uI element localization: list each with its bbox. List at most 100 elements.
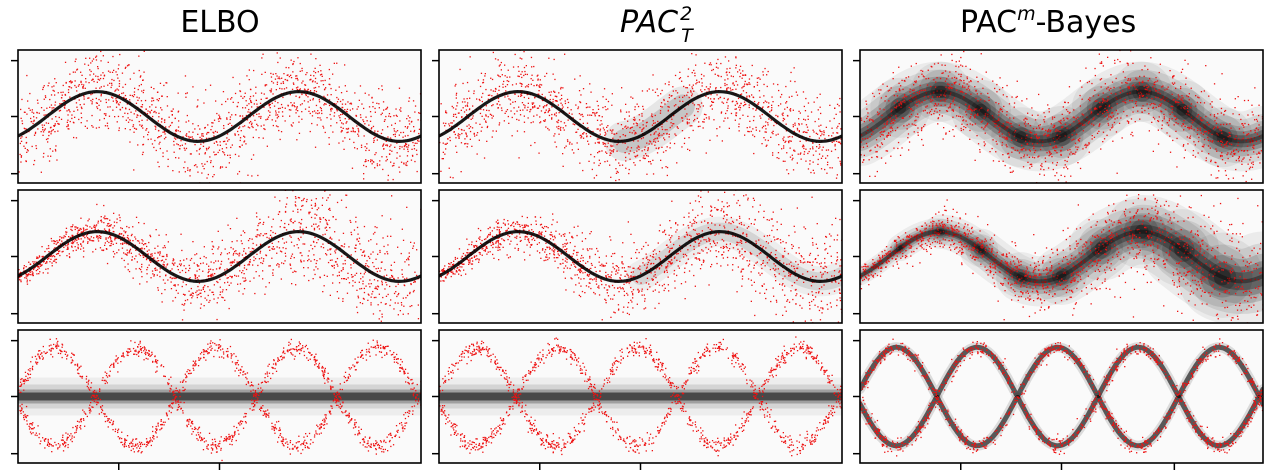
observation-point bbox=[1110, 87, 1112, 90]
observation-point bbox=[402, 131, 405, 134]
observation-point bbox=[529, 111, 531, 113]
observation-point bbox=[259, 102, 262, 104]
observation-point bbox=[1243, 132, 1245, 134]
observation-point bbox=[1055, 164, 1058, 166]
observation-point bbox=[142, 143, 145, 146]
observation-point bbox=[1226, 140, 1228, 142]
observation-point bbox=[519, 114, 522, 116]
observation-point bbox=[1159, 93, 1161, 95]
observation-point bbox=[134, 236, 136, 238]
observation-point bbox=[463, 129, 465, 132]
observation-point bbox=[99, 109, 101, 111]
observation-point bbox=[80, 71, 82, 73]
observation-point bbox=[411, 120, 413, 123]
observation-point bbox=[753, 100, 756, 103]
observation-point bbox=[910, 65, 912, 67]
observation-point bbox=[530, 83, 532, 85]
observation-point bbox=[1134, 121, 1136, 123]
observation-point bbox=[975, 90, 977, 92]
observation-point bbox=[497, 74, 499, 76]
observation-point bbox=[227, 154, 229, 156]
observation-point bbox=[1002, 136, 1004, 138]
observation-point bbox=[164, 289, 166, 291]
observation-point bbox=[30, 117, 32, 120]
observation-point bbox=[1015, 96, 1017, 99]
observation-point bbox=[208, 131, 210, 134]
observation-point bbox=[886, 120, 889, 123]
observation-point bbox=[77, 85, 80, 87]
observation-point bbox=[753, 115, 755, 118]
observation-point bbox=[124, 266, 126, 268]
observation-point bbox=[385, 108, 387, 110]
observation-point bbox=[1221, 159, 1224, 161]
observation-point bbox=[129, 129, 131, 131]
observation-point bbox=[117, 115, 120, 118]
observation-point bbox=[558, 92, 560, 94]
observation-point bbox=[1074, 153, 1076, 155]
observation-point bbox=[312, 97, 314, 100]
observation-point bbox=[958, 73, 960, 75]
observation-point bbox=[389, 153, 391, 155]
observation-point bbox=[296, 106, 298, 108]
observation-point bbox=[68, 253, 70, 255]
observation-point bbox=[1093, 136, 1096, 138]
observation-point bbox=[496, 103, 498, 105]
observation-point bbox=[735, 80, 737, 83]
observation-point bbox=[724, 79, 726, 81]
observation-point bbox=[1009, 117, 1011, 119]
observation-point bbox=[1210, 159, 1212, 161]
observation-point bbox=[1250, 162, 1253, 164]
observation-point bbox=[560, 86, 562, 89]
observation-point bbox=[1203, 102, 1206, 104]
observation-point bbox=[607, 100, 610, 103]
observation-point bbox=[277, 102, 279, 104]
observation-point bbox=[552, 101, 554, 103]
observation-point bbox=[83, 228, 85, 230]
observation-point bbox=[1038, 127, 1041, 129]
observation-point bbox=[812, 142, 814, 144]
observation-point bbox=[1034, 119, 1037, 121]
observation-point bbox=[153, 257, 155, 259]
observation-point bbox=[1081, 113, 1083, 115]
observation-point bbox=[1158, 71, 1160, 74]
observation-point bbox=[1141, 24, 1142, 25]
observation-point bbox=[564, 147, 566, 149]
observation-point bbox=[890, 155, 892, 157]
observation-point bbox=[55, 82, 57, 84]
observation-point bbox=[687, 148, 689, 150]
observation-point bbox=[309, 112, 311, 115]
observation-point bbox=[934, 102, 936, 105]
observation-point bbox=[142, 151, 144, 153]
observation-point bbox=[695, 54, 697, 56]
observation-point bbox=[156, 44, 157, 45]
observation-point bbox=[304, 89, 306, 91]
observation-point bbox=[755, 126, 757, 129]
observation-point bbox=[687, 91, 689, 94]
observation-point bbox=[365, 116, 367, 118]
observation-point bbox=[473, 132, 475, 135]
observation-point bbox=[894, 106, 896, 109]
observation-point bbox=[371, 96, 373, 99]
observation-point bbox=[965, 93, 967, 95]
observation-point bbox=[413, 126, 415, 128]
observation-point bbox=[1096, 100, 1098, 102]
observation-point bbox=[290, 267, 292, 270]
observation-point bbox=[570, 109, 572, 111]
observation-point bbox=[874, 175, 876, 177]
observation-point bbox=[1030, 163, 1033, 165]
observation-point bbox=[1090, 111, 1092, 113]
observation-point bbox=[936, 90, 938, 92]
observation-point bbox=[924, 109, 926, 112]
observation-point bbox=[592, 109, 594, 111]
observation-point bbox=[396, 130, 399, 132]
observation-point bbox=[1184, 105, 1186, 108]
observation-point bbox=[79, 104, 81, 106]
observation-point bbox=[131, 94, 133, 97]
observation-point bbox=[1234, 107, 1236, 109]
observation-point bbox=[753, 86, 755, 88]
observation-point bbox=[1106, 88, 1108, 90]
observation-point bbox=[1021, 100, 1023, 102]
observation-point bbox=[49, 98, 51, 101]
observation-point bbox=[1155, 106, 1157, 109]
observation-point bbox=[414, 142, 416, 144]
